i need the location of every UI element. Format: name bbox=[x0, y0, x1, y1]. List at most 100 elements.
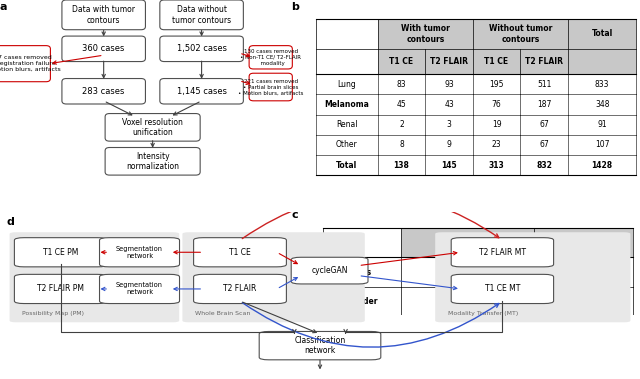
Text: 221 cases removed
• Partial brain slices
• Motion blurs, artifacts: 221 cases removed • Partial brain slices… bbox=[238, 79, 303, 95]
Text: Possibility Map (PM): Possibility Map (PM) bbox=[22, 312, 84, 316]
FancyBboxPatch shape bbox=[62, 78, 145, 104]
FancyBboxPatch shape bbox=[291, 257, 368, 284]
Text: T1 CE MT: T1 CE MT bbox=[484, 285, 520, 293]
FancyBboxPatch shape bbox=[99, 274, 179, 304]
Text: 1,145 cases: 1,145 cases bbox=[177, 87, 227, 96]
Text: Other: Other bbox=[336, 140, 358, 149]
Text: 77 cases removed
• Registration failure
• Motion blurs, artifacts: 77 cases removed • Registration failure … bbox=[0, 55, 60, 72]
Text: Lung: Lung bbox=[337, 80, 356, 89]
Text: 83: 83 bbox=[397, 80, 406, 89]
Bar bbox=[323, 257, 633, 287]
Text: 19: 19 bbox=[492, 120, 501, 129]
FancyBboxPatch shape bbox=[160, 36, 243, 61]
Text: Total: Total bbox=[337, 161, 358, 169]
Text: 195: 195 bbox=[490, 80, 504, 89]
FancyBboxPatch shape bbox=[193, 274, 287, 304]
FancyBboxPatch shape bbox=[193, 238, 287, 267]
Text: T1 CE: T1 CE bbox=[484, 57, 509, 66]
Bar bbox=[316, 94, 636, 114]
FancyBboxPatch shape bbox=[14, 274, 108, 304]
FancyArrowPatch shape bbox=[243, 302, 499, 347]
Text: 1428: 1428 bbox=[591, 161, 612, 169]
FancyBboxPatch shape bbox=[435, 232, 630, 322]
Text: Whole Brain Scan: Whole Brain Scan bbox=[195, 312, 251, 316]
Text: 360 cases: 360 cases bbox=[83, 44, 125, 53]
Text: Intensity
normalization: Intensity normalization bbox=[126, 152, 179, 171]
Text: Renal: Renal bbox=[336, 120, 358, 129]
Text: Total: Total bbox=[591, 30, 612, 38]
Text: Data with tumor
contours: Data with tumor contours bbox=[72, 5, 135, 25]
Text: 45: 45 bbox=[397, 100, 406, 109]
FancyBboxPatch shape bbox=[105, 147, 200, 175]
Text: c: c bbox=[292, 210, 298, 219]
Text: 67: 67 bbox=[540, 140, 549, 149]
Bar bbox=[401, 227, 633, 257]
Text: 3: 3 bbox=[447, 120, 451, 129]
FancyBboxPatch shape bbox=[10, 232, 179, 322]
FancyBboxPatch shape bbox=[0, 45, 51, 82]
Text: M: 83
F: 65: M: 83 F: 65 bbox=[457, 292, 478, 312]
Text: Without tumor
contours: Without tumor contours bbox=[552, 233, 616, 252]
Text: T1 CE PM: T1 CE PM bbox=[43, 248, 79, 257]
Text: Segmentation
network: Segmentation network bbox=[116, 282, 163, 296]
Text: cycleGAN: cycleGAN bbox=[311, 266, 348, 275]
Text: T1 CE: T1 CE bbox=[390, 57, 413, 66]
Text: 91: 91 bbox=[597, 120, 607, 129]
Text: 8: 8 bbox=[399, 140, 404, 149]
FancyBboxPatch shape bbox=[249, 73, 292, 101]
Text: Voxel resolution
unification: Voxel resolution unification bbox=[122, 117, 183, 137]
FancyBboxPatch shape bbox=[105, 114, 200, 141]
FancyBboxPatch shape bbox=[182, 232, 365, 322]
Text: 23: 23 bbox=[492, 140, 501, 149]
Text: d: d bbox=[6, 217, 14, 227]
Text: 145: 145 bbox=[441, 161, 457, 169]
Text: M: 739
F: 406: M: 739 F: 406 bbox=[571, 292, 596, 312]
Text: 76: 76 bbox=[492, 100, 501, 109]
Text: 107: 107 bbox=[595, 140, 609, 149]
Bar bbox=[323, 287, 633, 317]
Text: 2: 2 bbox=[399, 120, 404, 129]
Bar bbox=[378, 19, 636, 49]
Text: a: a bbox=[0, 2, 8, 12]
Text: 348: 348 bbox=[595, 100, 609, 109]
Text: 511: 511 bbox=[537, 80, 551, 89]
FancyArrowPatch shape bbox=[243, 194, 499, 239]
FancyBboxPatch shape bbox=[451, 238, 554, 267]
Text: Melanoma: Melanoma bbox=[324, 100, 369, 109]
Text: Modality Transfer (MT): Modality Transfer (MT) bbox=[448, 312, 518, 316]
FancyBboxPatch shape bbox=[62, 0, 145, 30]
Text: 833: 833 bbox=[595, 80, 609, 89]
Text: 832: 832 bbox=[536, 161, 552, 169]
Text: 61.8 ± 11.2: 61.8 ± 11.2 bbox=[445, 268, 490, 277]
Text: 9: 9 bbox=[447, 140, 451, 149]
Text: T2 FLAIR: T2 FLAIR bbox=[525, 57, 563, 66]
Bar bbox=[316, 114, 636, 135]
Text: T2 FLAIR PM: T2 FLAIR PM bbox=[37, 285, 84, 293]
Text: With tumor
contours: With tumor contours bbox=[401, 24, 450, 44]
Text: T2 FLAIR: T2 FLAIR bbox=[430, 57, 468, 66]
Bar bbox=[316, 155, 636, 175]
Text: 62.9 ± 11.9: 62.9 ± 11.9 bbox=[561, 268, 606, 277]
Text: 1,502 cases: 1,502 cases bbox=[177, 44, 227, 53]
Text: Ages: Ages bbox=[351, 268, 372, 277]
FancyBboxPatch shape bbox=[451, 274, 554, 304]
Text: 130 cases removed
• Non-T1 CE/ T2-FLAIR
  modality: 130 cases removed • Non-T1 CE/ T2-FLAIR … bbox=[240, 49, 301, 66]
FancyBboxPatch shape bbox=[160, 0, 243, 30]
Bar bbox=[378, 49, 636, 74]
FancyBboxPatch shape bbox=[259, 332, 381, 360]
Text: 313: 313 bbox=[489, 161, 504, 169]
Text: T1 CE: T1 CE bbox=[229, 248, 251, 257]
FancyBboxPatch shape bbox=[249, 45, 292, 69]
Text: Data without
tumor contours: Data without tumor contours bbox=[172, 5, 231, 25]
Text: b: b bbox=[292, 2, 300, 12]
Text: 67: 67 bbox=[540, 120, 549, 129]
Text: Gender: Gender bbox=[346, 298, 378, 306]
FancyBboxPatch shape bbox=[14, 238, 108, 267]
Text: 138: 138 bbox=[394, 161, 410, 169]
FancyBboxPatch shape bbox=[160, 78, 243, 104]
Bar bbox=[316, 74, 636, 94]
Text: T2 FLAIR: T2 FLAIR bbox=[223, 285, 257, 293]
Text: Without tumor
contours: Without tumor contours bbox=[488, 24, 552, 44]
Text: 187: 187 bbox=[537, 100, 551, 109]
FancyBboxPatch shape bbox=[99, 238, 179, 267]
